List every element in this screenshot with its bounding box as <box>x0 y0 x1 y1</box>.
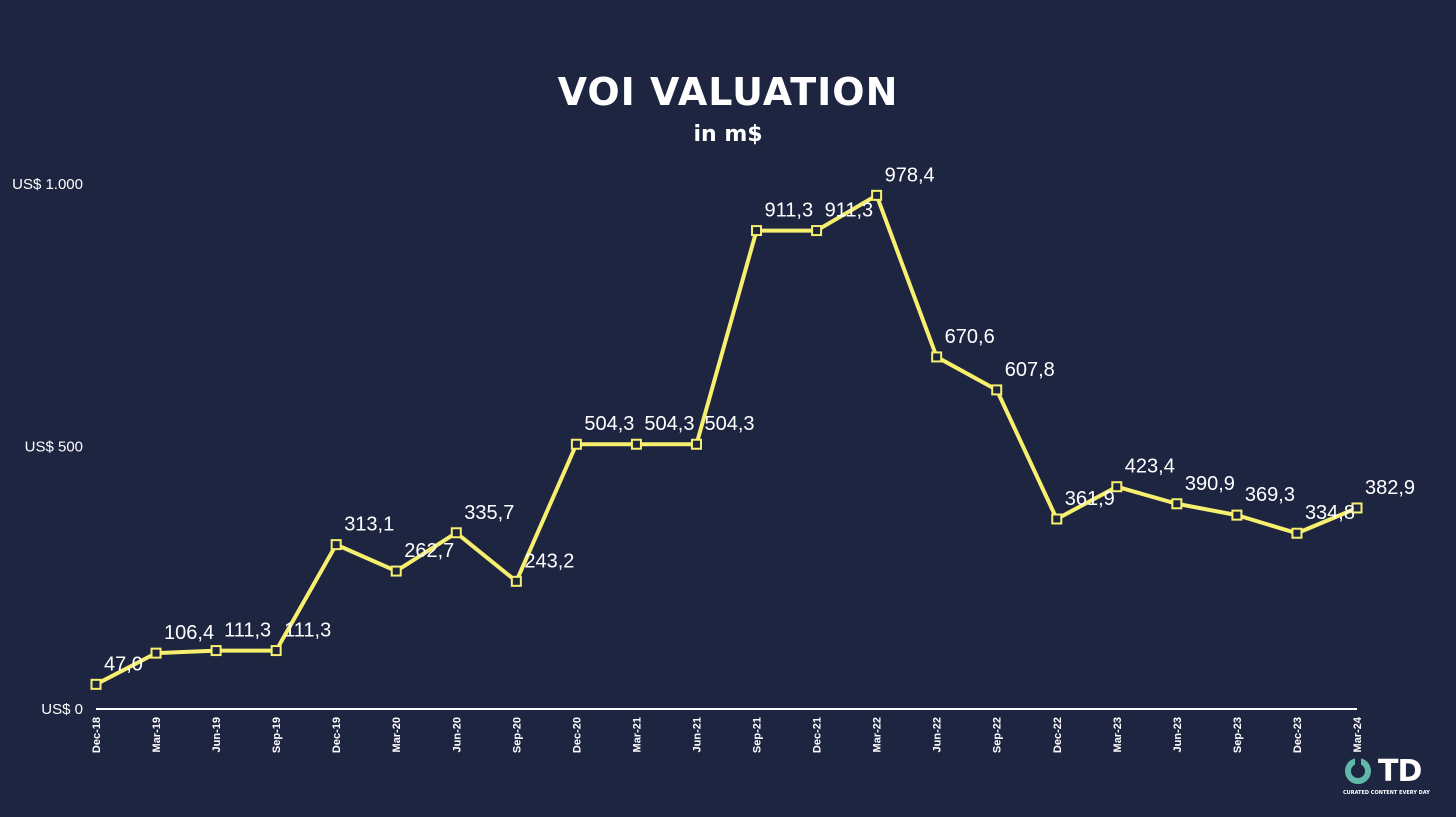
data-label: 382,9 <box>1365 477 1415 499</box>
data-point <box>630 438 642 450</box>
x-tick-label: Mar-24 <box>1352 716 1364 752</box>
data-point <box>751 225 763 237</box>
y-tick-label: US$ 0 <box>41 701 83 718</box>
data-label: 504,3 <box>644 413 694 435</box>
data-label: 334,8 <box>1305 502 1355 524</box>
data-point <box>1171 498 1183 510</box>
data-label: 335,7 <box>464 502 514 524</box>
data-point <box>510 575 522 587</box>
data-point <box>270 645 282 657</box>
data-label: 111,3 <box>224 620 271 642</box>
x-tick-label: Dec-23 <box>1292 717 1304 753</box>
data-label: 911,3 <box>765 200 814 222</box>
x-tick-label: Dec-21 <box>812 717 824 753</box>
series-line <box>95 193 1358 687</box>
x-tick-label: Jun-23 <box>1172 717 1184 752</box>
logo-text: TD <box>1378 754 1422 789</box>
data-label: 911,3 <box>825 200 874 222</box>
data-label: 313,1 <box>344 514 394 536</box>
data-point <box>330 539 342 551</box>
data-label: 670,6 <box>945 326 995 348</box>
data-label: 243,2 <box>524 550 574 572</box>
x-tick-label: Mar-22 <box>872 717 884 752</box>
data-point <box>90 678 102 690</box>
data-point <box>450 527 462 539</box>
data-label: 390,9 <box>1185 473 1235 495</box>
data-label: 978,4 <box>885 164 935 186</box>
chart-subtitle: in m$ <box>693 122 763 147</box>
data-point <box>1051 513 1063 525</box>
data-label: 106,4 <box>164 622 214 644</box>
x-tick-label: Jun-21 <box>691 717 703 752</box>
x-tick-label: Jun-22 <box>932 717 944 752</box>
data-label: 369,3 <box>1245 484 1295 506</box>
x-tick-label: Mar-20 <box>391 717 403 752</box>
data-point <box>150 647 162 659</box>
data-point <box>1351 502 1363 514</box>
data-point <box>570 438 582 450</box>
y-tick-label: US$ 1.000 <box>12 176 83 193</box>
x-tick-label: Jun-20 <box>451 717 463 752</box>
data-point <box>690 438 702 450</box>
y-tick-label: US$ 500 <box>25 439 83 456</box>
data-point <box>811 225 823 237</box>
x-tick-label: Mar-19 <box>151 717 163 752</box>
data-label: 607,8 <box>1005 359 1055 381</box>
x-tick-label: Sep-19 <box>271 717 283 753</box>
x-tick-label: Sep-21 <box>752 717 764 753</box>
data-point <box>390 565 402 577</box>
x-tick-label: Mar-21 <box>631 717 643 752</box>
data-label: 504,3 <box>584 413 634 435</box>
data-label: 47,0 <box>104 653 143 675</box>
data-label: 361,9 <box>1065 488 1115 510</box>
data-point <box>210 645 222 657</box>
data-label: 423,4 <box>1125 456 1175 478</box>
x-tick-label: Dec-20 <box>571 717 583 753</box>
data-point <box>1231 509 1243 521</box>
data-point <box>991 384 1003 396</box>
x-tick-label: Dec-19 <box>331 717 343 753</box>
x-tick-label: Jun-19 <box>211 717 223 752</box>
x-tick-label: Sep-23 <box>1232 717 1244 753</box>
x-tick-label: Dec-18 <box>91 717 103 753</box>
x-tick-label: Dec-22 <box>1052 717 1064 753</box>
logo-tagline: CURATED CONTENT EVERY DAY <box>1343 790 1430 796</box>
data-point <box>1111 481 1123 493</box>
data-point <box>1291 527 1303 539</box>
data-label: 111,3 <box>284 620 331 642</box>
x-tick-label: Mar-23 <box>1112 717 1124 752</box>
logo-ring-icon <box>1345 757 1371 784</box>
x-tick-label: Sep-22 <box>992 717 1004 753</box>
x-tick-label: Sep-20 <box>511 717 523 753</box>
data-label: 504,3 <box>704 413 754 435</box>
data-point <box>871 189 883 201</box>
data-label: 262,7 <box>404 540 454 562</box>
chart-title: VOI VALUATION <box>557 70 899 114</box>
data-point <box>931 351 943 363</box>
